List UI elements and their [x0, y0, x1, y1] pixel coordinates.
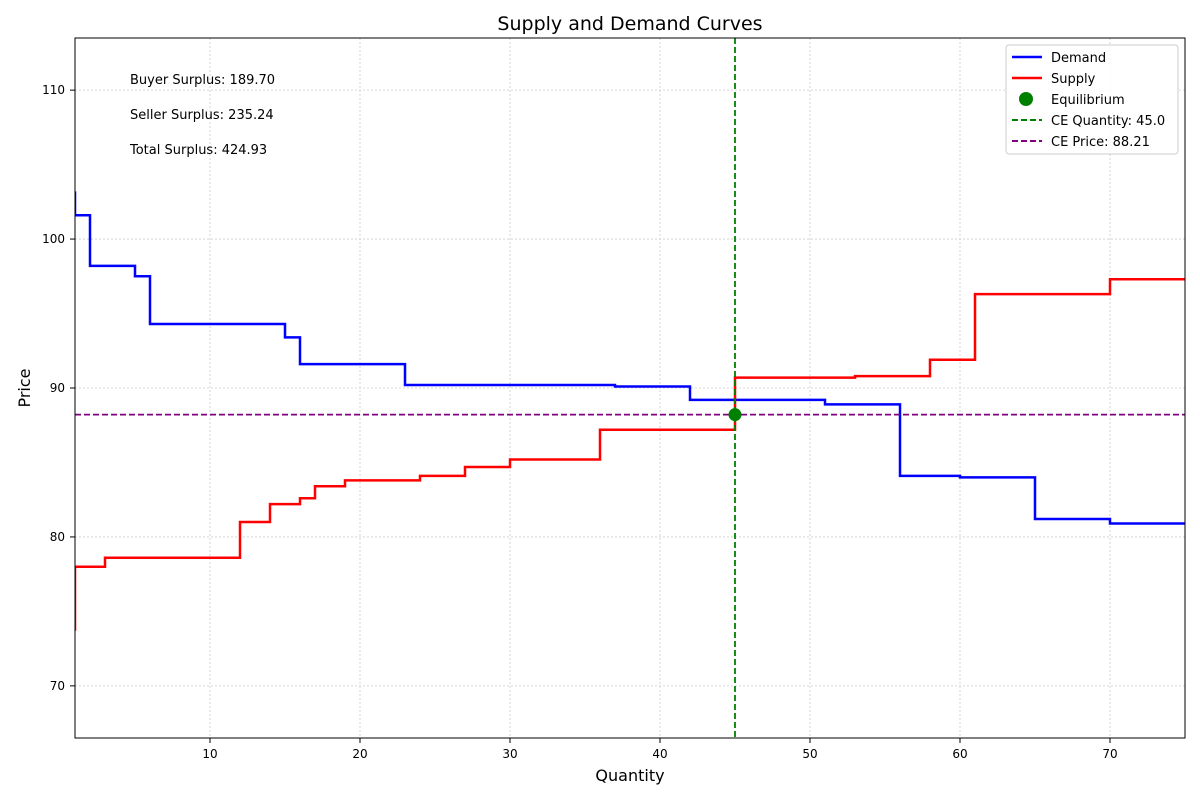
y-axis-label: Price	[15, 368, 34, 407]
legend-demand-label: Demand	[1051, 51, 1106, 66]
buyer-surplus-text: Buyer Surplus: 189.70	[130, 73, 275, 88]
legend-supply-label: Supply	[1051, 72, 1096, 87]
legend-equilibrium-marker	[1019, 92, 1033, 106]
legend-ce-quantity-label: CE Quantity: 45.0	[1051, 114, 1165, 129]
y-tick-label: 70	[50, 679, 65, 693]
y-tick-label: 80	[50, 530, 65, 544]
x-axis-label: Quantity	[595, 766, 664, 785]
legend-ce-price-label: CE Price: 88.21	[1051, 135, 1150, 150]
x-tick-label: 60	[952, 747, 967, 761]
x-tick-label: 50	[802, 747, 817, 761]
total-surplus-text: Total Surplus: 424.93	[129, 143, 267, 158]
x-tick-label: 40	[652, 747, 667, 761]
seller-surplus-text: Seller Surplus: 235.24	[130, 108, 274, 123]
x-tick-label: 10	[202, 747, 217, 761]
equilibrium-point	[728, 408, 742, 422]
demand-curve	[75, 191, 1185, 525]
x-tick-label: 70	[1102, 747, 1117, 761]
grid	[75, 38, 1185, 738]
x-tick-label: 20	[352, 747, 367, 761]
chart-title: Supply and Demand Curves	[497, 13, 762, 35]
supply-curve	[75, 278, 1185, 631]
legend-equilibrium-label: Equilibrium	[1051, 93, 1125, 108]
y-tick-label: 90	[50, 381, 65, 395]
plot-area	[75, 38, 1185, 738]
axis-ticks: 10 20 30 40 50 60 70 70 80 90 100 110	[42, 83, 1118, 761]
y-tick-label: 110	[42, 83, 65, 97]
x-tick-label: 30	[502, 747, 517, 761]
y-tick-label: 100	[42, 232, 65, 246]
legend: Demand Supply Equilibrium CE Quantity: 4…	[1005, 44, 1179, 155]
surplus-annotations: Buyer Surplus: 189.70 Seller Surplus: 23…	[129, 73, 275, 158]
legend-box	[1005, 44, 1179, 155]
